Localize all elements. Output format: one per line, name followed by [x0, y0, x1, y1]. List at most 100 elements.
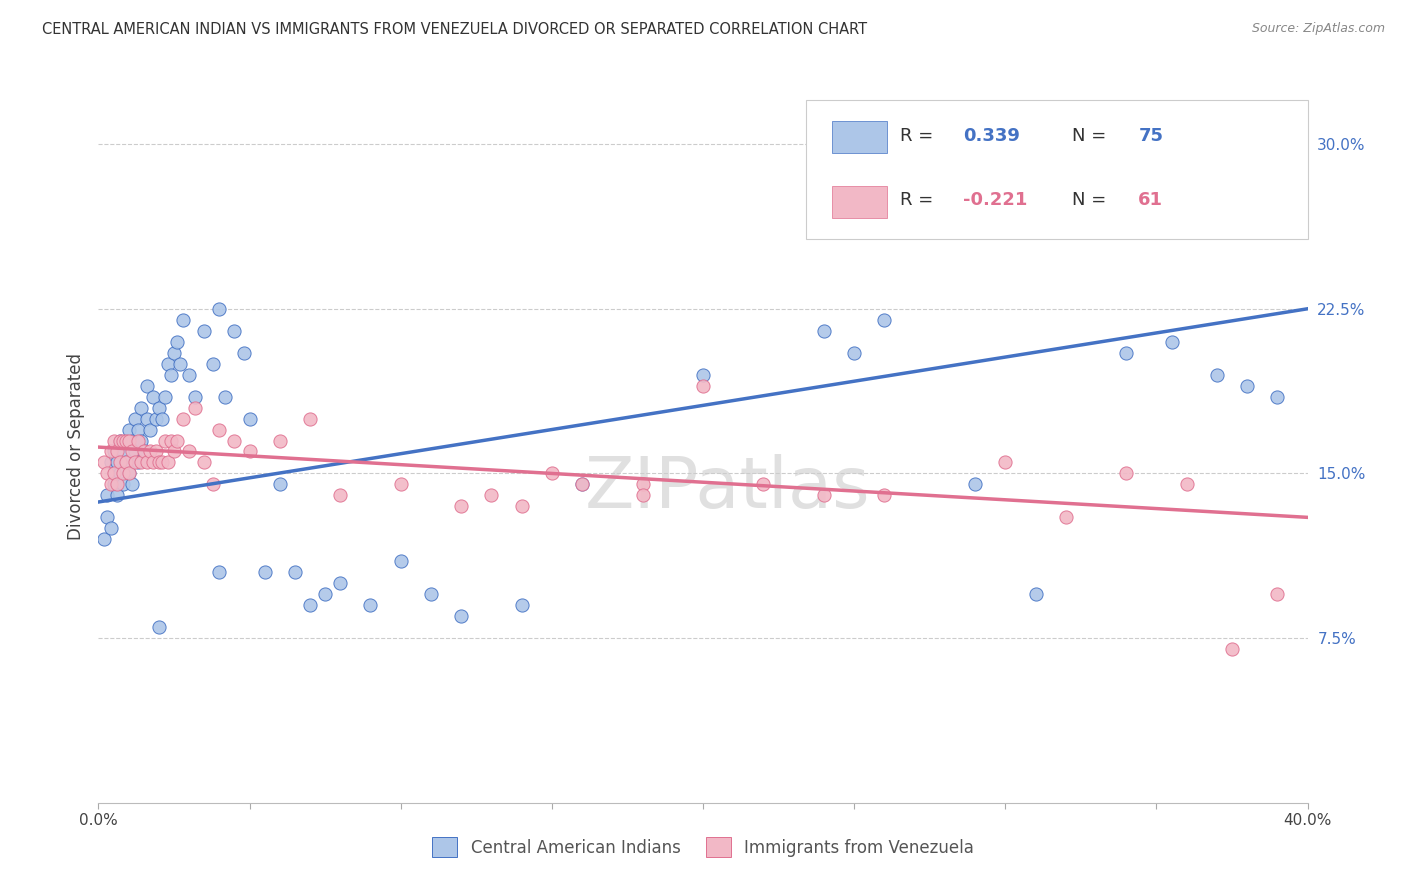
Point	[108, 467, 131, 481]
Point	[208, 301, 231, 316]
Point	[139, 423, 162, 437]
Text: -0.221: -0.221	[963, 191, 1028, 209]
Point	[114, 434, 136, 448]
Point	[172, 312, 194, 326]
Point	[118, 434, 141, 448]
Point	[114, 455, 136, 469]
Point	[420, 587, 443, 601]
Point	[202, 477, 225, 491]
Point	[169, 357, 191, 371]
Point	[93, 533, 115, 547]
Point	[450, 609, 472, 624]
Point	[142, 390, 165, 404]
Point	[360, 598, 382, 612]
Point	[450, 500, 472, 514]
Point	[208, 423, 231, 437]
Point	[1267, 587, 1289, 601]
Point	[510, 500, 533, 514]
Point	[132, 444, 155, 458]
Point	[153, 434, 176, 448]
Point	[540, 467, 562, 481]
Point	[100, 455, 122, 469]
Point	[813, 488, 835, 502]
Point	[284, 566, 307, 580]
Point	[100, 444, 122, 458]
Text: CENTRAL AMERICAN INDIAN VS IMMIGRANTS FROM VENEZUELA DIVORCED OR SEPARATED CORRE: CENTRAL AMERICAN INDIAN VS IMMIGRANTS FR…	[42, 22, 868, 37]
Point	[96, 467, 118, 481]
Point	[156, 455, 179, 469]
Point	[1115, 345, 1137, 359]
Point	[96, 488, 118, 502]
Point	[111, 467, 134, 481]
Point	[114, 455, 136, 469]
Point	[124, 444, 146, 458]
Point	[994, 455, 1017, 469]
Point	[127, 434, 149, 448]
Point	[105, 444, 128, 458]
Text: R =: R =	[900, 191, 939, 209]
Point	[239, 411, 262, 425]
Point	[163, 444, 186, 458]
Point	[114, 434, 136, 448]
Point	[135, 455, 157, 469]
Text: 61: 61	[1139, 191, 1163, 209]
Point	[239, 444, 262, 458]
Point	[232, 345, 254, 359]
Text: N =: N =	[1071, 127, 1112, 145]
Text: Source: ZipAtlas.com: Source: ZipAtlas.com	[1251, 22, 1385, 36]
Point	[692, 378, 714, 392]
Point	[135, 411, 157, 425]
Point	[127, 455, 149, 469]
Point	[145, 444, 167, 458]
Point	[105, 455, 128, 469]
Point	[111, 444, 134, 458]
Point	[214, 390, 236, 404]
Point	[118, 467, 141, 481]
Point	[314, 587, 336, 601]
Point	[148, 620, 170, 634]
Point	[108, 434, 131, 448]
Point	[571, 477, 593, 491]
Point	[150, 411, 173, 425]
Point	[1054, 510, 1077, 524]
Point	[1024, 587, 1046, 601]
Point	[148, 401, 170, 415]
Point	[124, 455, 146, 469]
Y-axis label: Divorced or Separated: Divorced or Separated	[66, 352, 84, 540]
Point	[135, 378, 157, 392]
Point	[150, 455, 173, 469]
Text: 0.339: 0.339	[963, 127, 1019, 145]
Point	[224, 324, 246, 338]
Point	[166, 334, 188, 349]
Point	[103, 467, 125, 481]
FancyBboxPatch shape	[806, 100, 1308, 239]
Point	[1115, 467, 1137, 481]
Point	[208, 566, 231, 580]
Point	[752, 477, 775, 491]
Point	[118, 423, 141, 437]
Point	[179, 368, 201, 382]
Point	[132, 444, 155, 458]
Point	[105, 477, 128, 491]
Point	[153, 390, 176, 404]
Point	[253, 566, 276, 580]
Text: R =: R =	[900, 127, 939, 145]
Point	[1175, 477, 1198, 491]
Point	[156, 357, 179, 371]
Point	[172, 411, 194, 425]
Point	[103, 434, 125, 448]
Point	[93, 455, 115, 469]
Legend: Central American Indians, Immigrants from Venezuela: Central American Indians, Immigrants fro…	[425, 829, 981, 866]
Point	[329, 488, 352, 502]
Point	[1236, 378, 1258, 392]
Point	[202, 357, 225, 371]
Point	[510, 598, 533, 612]
Point	[139, 444, 162, 458]
Point	[965, 477, 987, 491]
Point	[184, 401, 207, 415]
Point	[179, 444, 201, 458]
Point	[129, 434, 152, 448]
Text: ZIPatlas: ZIPatlas	[585, 454, 870, 524]
Point	[166, 434, 188, 448]
Text: N =: N =	[1071, 191, 1112, 209]
